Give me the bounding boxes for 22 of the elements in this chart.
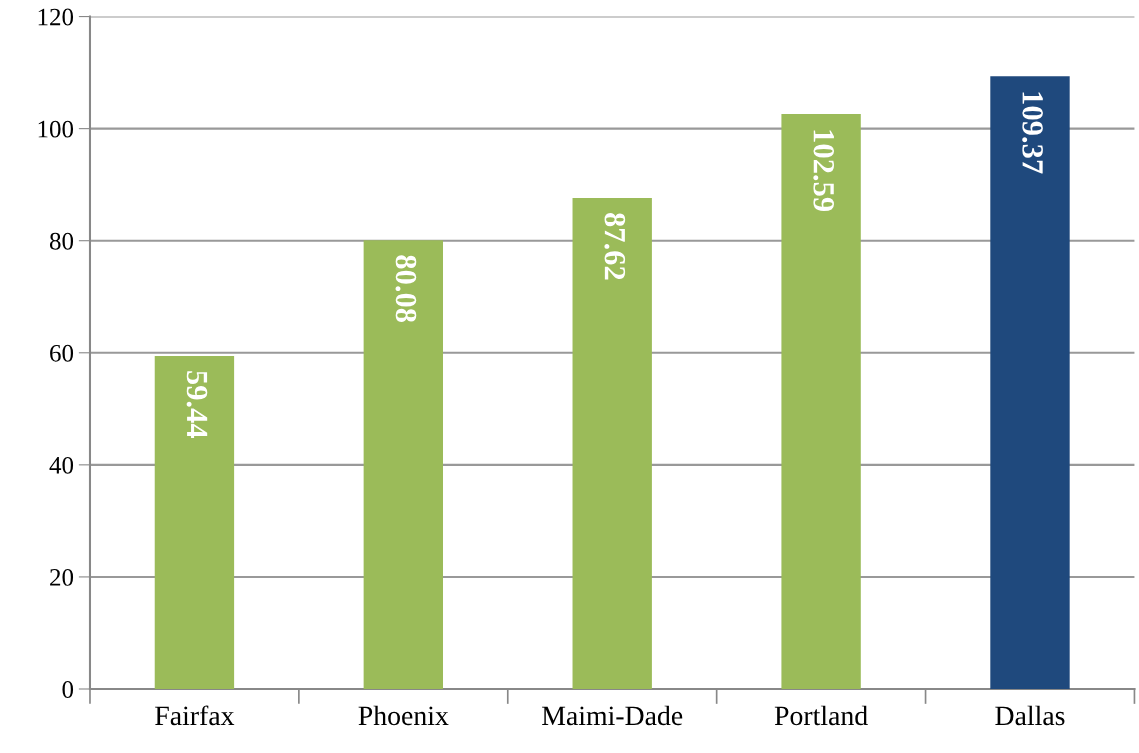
y-tick-label: 60 (50, 344, 74, 362)
data-label: 59.44 (186, 371, 208, 439)
data-label: 80.08 (395, 255, 417, 323)
bar (990, 76, 1070, 689)
y-tick-label: 100 (38, 120, 74, 138)
y-tick-label: 40 (49, 456, 74, 474)
y-tick-label: 80 (49, 232, 74, 250)
y-tick-label: 20 (50, 568, 74, 586)
bar (154, 355, 235, 689)
bar (363, 240, 444, 689)
x-tick-label: Phoenix (358, 705, 449, 726)
data-label: 102.59 (813, 130, 835, 212)
bar (572, 198, 652, 689)
x-tick-label: Portland (774, 705, 868, 726)
y-tick-label: 0 (62, 681, 74, 698)
x-tick-label: Maimi-Dade (542, 705, 683, 726)
y-tick-label: 120 (38, 8, 74, 26)
x-tick-label: Fairfax (155, 705, 235, 726)
bar (781, 114, 861, 689)
data-label: 109.37 (1022, 92, 1043, 174)
data-label: 87.62 (604, 213, 626, 280)
x-tick-label: Dallas (995, 705, 1065, 726)
